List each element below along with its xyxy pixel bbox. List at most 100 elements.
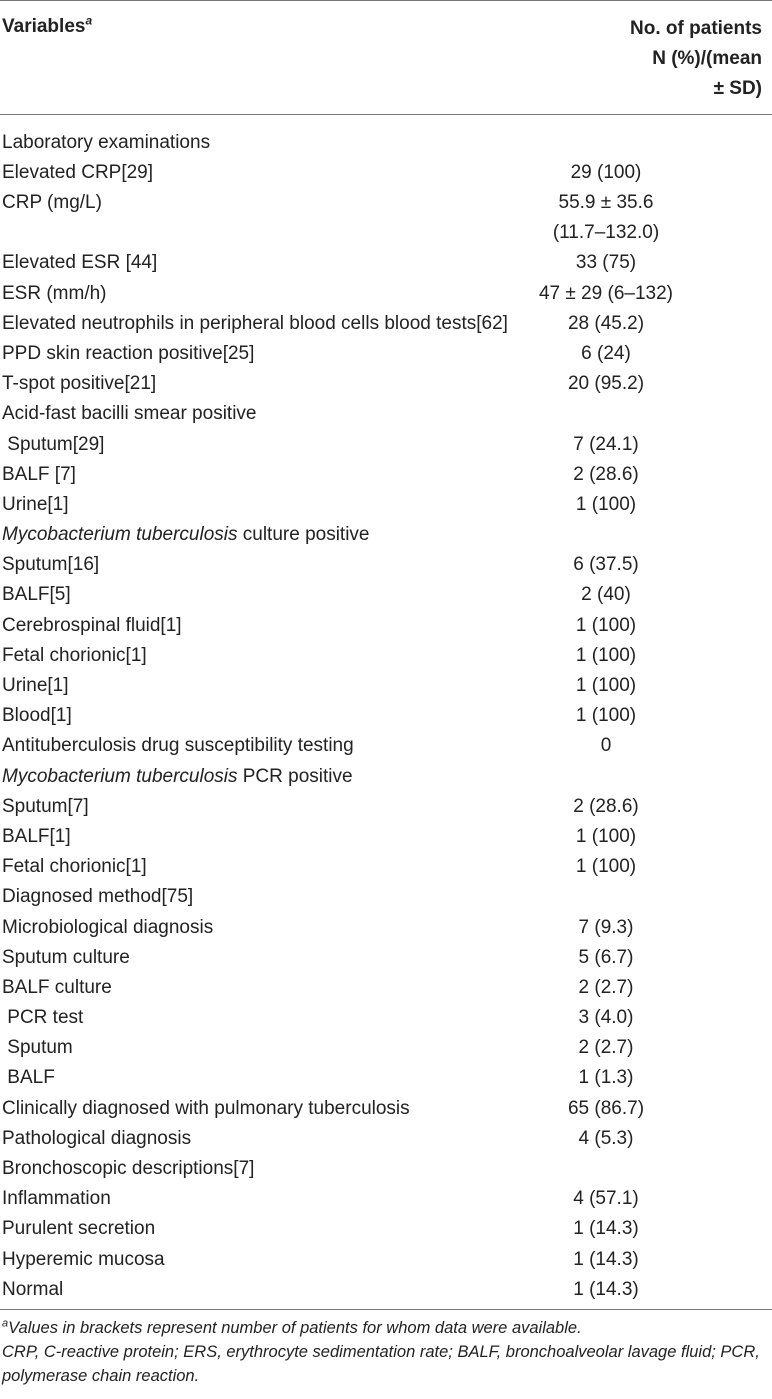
header-values: No. of patients N (%)/(mean ± SD) xyxy=(522,14,762,104)
row-label: Bronchoscopic descriptions[7] xyxy=(2,1154,254,1184)
row-label-text: culture positive xyxy=(237,524,370,546)
table-row: Sputum 2 (2.7) xyxy=(0,1033,772,1063)
row-value: 29 (100) xyxy=(516,158,696,188)
row-value: 2 (2.7) xyxy=(516,1033,696,1063)
row-label-text: Laboratory examinations xyxy=(2,132,211,153)
bottom-rule xyxy=(0,1309,772,1310)
row-label: Laboratory examinations xyxy=(2,128,210,158)
row-label: Clinically diagnosed with pulmonary tube… xyxy=(2,1094,410,1124)
table-row: PCR test 3 (4.0) xyxy=(0,1003,772,1033)
row-label-text: Bronchoscopic descriptions[7] xyxy=(2,1158,255,1179)
table-row: BALF[1] 1 (100) xyxy=(0,822,772,852)
row-label: Sputum[16] xyxy=(2,550,99,580)
table-row: Elevated neutrophils in peripheral blood… xyxy=(0,309,772,339)
row-label: Urine[1] xyxy=(2,490,69,520)
row-label-text: Fetal chorionic[1] xyxy=(2,644,147,666)
table-row: CRP (mg/L) 55.9 ± 35.6 (11.7–132.0) xyxy=(0,188,772,248)
row-value: 1 (14.3) xyxy=(516,1245,696,1275)
row-label: Elevated CRP[29] xyxy=(2,158,153,188)
row-label-italic: Mycobacterium tuberculosis xyxy=(2,524,238,546)
row-label: Elevated neutrophils in peripheral blood… xyxy=(2,309,508,339)
row-value-text: 1 (100) xyxy=(575,614,637,636)
table-row: Sputum[29] 7 (24.1) xyxy=(0,430,772,460)
header-values-line3: ± SD) xyxy=(713,78,762,99)
row-label-text: Acid-fast bacilli smear positive xyxy=(2,403,257,425)
row-label: CRP (mg/L) xyxy=(2,188,102,218)
row-label-italic: Mycobacterium tuberculosis xyxy=(2,765,238,787)
table-row: Inflammation 4 (57.1) xyxy=(0,1184,772,1214)
row-label-text: Sputum xyxy=(2,1037,73,1059)
row-value-text: 2 (28.6) xyxy=(573,795,639,817)
row-label-text: Elevated ESR [44] xyxy=(2,252,158,274)
row-value-text: 1 (1.3) xyxy=(578,1067,634,1089)
table-row: Sputum culture 5 (6.7) xyxy=(0,943,772,973)
row-value: 0 xyxy=(516,731,696,761)
header-variables-text: Variables xyxy=(2,16,86,37)
table-row: Microbiological diagnosis 7 (9.3) xyxy=(0,913,772,943)
row-label-text: PCR positive xyxy=(237,765,353,787)
row-value: 55.9 ± 35.6 (11.7–132.0) xyxy=(516,188,696,248)
row-label: BALF[5] xyxy=(2,580,71,610)
row-label-text: Sputum[16] xyxy=(2,554,100,576)
row-value: 1 (100) xyxy=(516,671,696,701)
table-row: Mycobacterium tuberculosis PCR positive xyxy=(0,762,772,792)
header-rule xyxy=(0,114,772,115)
row-label: Diagnosed method[75] xyxy=(2,882,193,912)
row-value-text: 6 (37.5) xyxy=(573,554,639,576)
row-label-text: Sputum culture xyxy=(2,946,130,968)
row-value: 2 (2.7) xyxy=(516,973,696,1003)
table-row: BALF [7] 2 (28.6) xyxy=(0,460,772,490)
row-value: 1 (100) xyxy=(516,822,696,852)
row-label: ESR (mm/h) xyxy=(2,279,107,309)
row-label: Elevated ESR [44] xyxy=(2,248,157,278)
table-row: Cerebrospinal fluid[1] 1 (100) xyxy=(0,611,772,641)
row-value-text: 1 (14.3) xyxy=(573,1218,639,1240)
row-value: 33 (75) xyxy=(516,248,696,278)
row-label: BALF culture xyxy=(2,973,112,1003)
table-row: Mycobacterium tuberculosis culture posit… xyxy=(0,520,772,550)
row-label-text: Blood[1] xyxy=(2,705,72,727)
row-value-text: 20 (95.2) xyxy=(567,373,645,395)
row-label-text: Cerebrospinal fluid[1] xyxy=(2,614,182,636)
row-label: Antituberculosis drug susceptibility tes… xyxy=(2,731,354,761)
row-label-text: BALF[5] xyxy=(2,584,71,606)
row-value-text: 0 xyxy=(600,735,612,757)
table-row: Elevated ESR [44] 33 (75) xyxy=(0,248,772,278)
row-value: 1 (14.3) xyxy=(516,1275,696,1305)
row-value-text: 47 ± 29 (6–132) xyxy=(538,282,674,304)
row-value-text: 1 (100) xyxy=(575,825,637,847)
footnote-1: aValues in brackets represent number of … xyxy=(2,1316,770,1340)
row-label: Fetal chorionic[1] xyxy=(2,641,147,671)
row-label: Inflammation xyxy=(2,1184,111,1214)
row-value: 1 (1.3) xyxy=(516,1063,696,1093)
row-label-text: Clinically diagnosed with pulmonary tube… xyxy=(2,1097,410,1119)
row-value: 2 (40) xyxy=(516,580,696,610)
table-row: Laboratory examinations xyxy=(0,128,772,158)
table-row: Elevated CRP[29] 29 (100) xyxy=(0,158,772,188)
row-value-text: 4 (57.1) xyxy=(573,1188,639,1210)
table-row: Acid-fast bacilli smear positive xyxy=(0,399,772,429)
footnotes: aValues in brackets represent number of … xyxy=(2,1316,770,1388)
row-label-text: Diagnosed method[75] xyxy=(2,886,194,908)
row-value-text: 7 (24.1) xyxy=(573,433,639,455)
row-value: 6 (37.5) xyxy=(516,550,696,580)
row-value: 4 (5.3) xyxy=(516,1124,696,1154)
row-label: T-spot positive[21] xyxy=(2,369,156,399)
table-row: Normal 1 (14.3) xyxy=(0,1275,772,1305)
table-row: PPD skin reaction positive[25] 6 (24) xyxy=(0,339,772,369)
row-value: 3 (4.0) xyxy=(516,1003,696,1033)
table-row: T-spot positive[21] 20 (95.2) xyxy=(0,369,772,399)
row-label: Urine[1] xyxy=(2,671,69,701)
row-value: 1 (14.3) xyxy=(516,1214,696,1244)
row-label-text: Elevated CRP[29] xyxy=(2,162,154,184)
row-value-text: 2 (2.7) xyxy=(578,1037,634,1059)
row-label-text: Normal xyxy=(2,1278,64,1300)
row-label-text: CRP (mg/L) xyxy=(2,192,102,214)
row-label: Acid-fast bacilli smear positive xyxy=(2,399,256,429)
row-value: 1 (100) xyxy=(516,852,696,882)
row-label: Hyperemic mucosa xyxy=(2,1245,165,1275)
row-value-text: 55.9 ± 35.6 xyxy=(558,192,654,214)
row-value-text: 1 (100) xyxy=(575,856,637,878)
row-value: 6 (24) xyxy=(516,339,696,369)
row-label: Normal xyxy=(2,1275,63,1305)
